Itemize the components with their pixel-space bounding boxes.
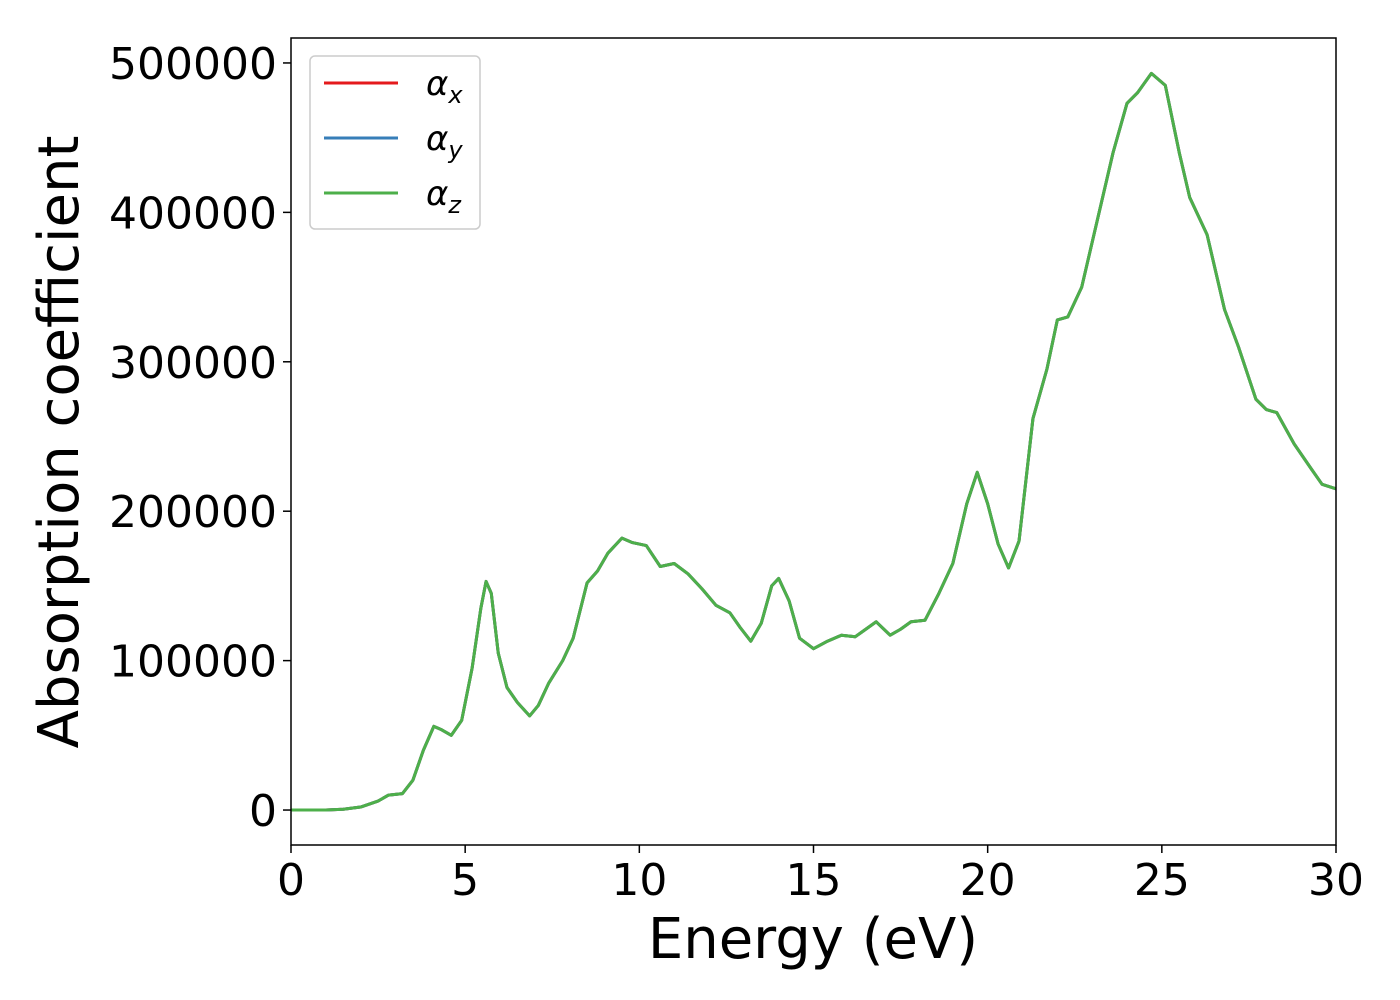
legend-label: αz (426, 174, 462, 219)
y-tick-label: 500000 (109, 39, 277, 90)
y-tick-label: 200000 (109, 487, 277, 538)
plot-frame (290, 37, 1337, 846)
legend-label: αx (426, 64, 463, 109)
x-tick-label: 15 (786, 855, 842, 906)
y-tick-label: 100000 (109, 637, 277, 688)
x-tick-label: 0 (277, 855, 305, 906)
series-line (291, 71, 1337, 812)
x-tick-label: 5 (451, 855, 479, 906)
y-tick-label: 300000 (109, 338, 277, 389)
x-tick-label: 25 (1134, 855, 1190, 906)
y-tick-label: 0 (249, 786, 277, 837)
legend-label: αy (426, 119, 463, 164)
x-axis-label: Energy (eV) (648, 907, 978, 972)
legend-box (309, 55, 481, 230)
x-tick-label: 30 (1308, 855, 1364, 906)
y-tick-label: 400000 (109, 188, 277, 239)
x-tick-label: 10 (611, 855, 667, 906)
x-tick-label: 20 (960, 855, 1016, 906)
y-axis-label: Absorption coefficient (27, 136, 92, 749)
